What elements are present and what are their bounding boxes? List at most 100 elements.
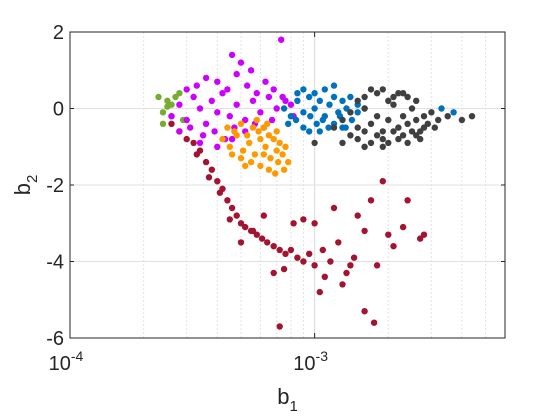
data-point [330, 82, 338, 89]
data-point [159, 120, 167, 128]
data-point [390, 93, 397, 101]
data-point [260, 151, 267, 158]
data-point [294, 254, 301, 261]
y-axis-label-subscript: 2 [24, 175, 41, 183]
data-point [176, 128, 183, 135]
data-point [279, 151, 286, 158]
data-point [270, 243, 277, 250]
data-point [339, 124, 346, 131]
data-point [282, 250, 289, 257]
data-point [339, 139, 346, 147]
data-point [176, 90, 183, 97]
data-point [431, 124, 438, 131]
data-point [253, 90, 260, 97]
data-point [361, 227, 368, 235]
data-point [244, 82, 251, 89]
data-point [373, 90, 381, 97]
data-point [404, 93, 411, 101]
data-point [319, 246, 326, 254]
data-point [287, 101, 295, 108]
data-point [390, 128, 397, 135]
data-point [361, 93, 368, 101]
data-point [413, 116, 420, 124]
data-point [224, 197, 231, 204]
data-point [330, 93, 338, 101]
data-point [325, 124, 332, 131]
data-point [216, 189, 224, 196]
data-point [307, 113, 314, 120]
data-point [187, 124, 194, 131]
data-point [202, 120, 210, 128]
data-point [208, 97, 215, 105]
data-point [468, 113, 476, 120]
data-point [242, 223, 249, 231]
data-point [367, 120, 375, 128]
data-point [311, 262, 318, 269]
data-point [183, 86, 190, 93]
data-point [399, 132, 407, 139]
data-point [316, 288, 323, 296]
data-point [164, 103, 171, 110]
data-point [257, 135, 264, 143]
data-point [264, 239, 271, 246]
data-point [370, 319, 378, 326]
data-point [211, 128, 218, 135]
x-axis-label: b1 [277, 384, 298, 415]
data-point [273, 147, 280, 154]
data-point [316, 97, 323, 105]
data-point [339, 116, 346, 124]
data-point [276, 323, 283, 330]
data-point [228, 204, 236, 212]
data-point [395, 135, 402, 143]
data-point [404, 197, 411, 204]
data-point [300, 124, 307, 131]
data-point [408, 128, 416, 135]
data-point [265, 93, 273, 101]
series-1 [168, 120, 428, 330]
data-point [385, 139, 392, 147]
data-point [385, 97, 392, 105]
data-point [354, 124, 361, 131]
data-point [354, 97, 361, 105]
data-point [202, 158, 210, 166]
data-point [249, 124, 257, 131]
data-point [417, 135, 424, 143]
data-point [354, 212, 361, 219]
y-tick-label: 0 [53, 99, 64, 121]
data-point [306, 128, 313, 135]
data-point [190, 139, 197, 147]
data-point [224, 86, 231, 93]
data-point [379, 86, 386, 93]
x-tick-label: 10-4 [49, 348, 84, 375]
x-axis-label-subscript: 1 [289, 398, 297, 415]
y-axis-label: b2 [10, 175, 41, 196]
data-point [268, 116, 276, 124]
data-point [354, 109, 361, 116]
series-4 [219, 116, 292, 177]
data-point [183, 135, 190, 143]
data-point [339, 281, 346, 288]
data-point [399, 90, 407, 97]
data-point [233, 101, 240, 108]
data-point [379, 178, 386, 185]
series-3 [168, 36, 297, 150]
data-point [354, 135, 361, 143]
y-tick-label: -4 [46, 252, 64, 274]
data-point [176, 101, 183, 108]
data-point [408, 105, 416, 112]
data-point [348, 116, 356, 124]
data-point [242, 162, 249, 170]
data-point [280, 105, 288, 112]
data-point [330, 204, 338, 212]
data-point [280, 166, 288, 173]
data-point [242, 116, 249, 124]
data-point [273, 105, 280, 112]
data-point [294, 90, 301, 97]
data-point [275, 158, 282, 166]
data-point [285, 120, 292, 128]
data-point [313, 120, 320, 128]
data-point [395, 90, 402, 97]
data-point [373, 262, 381, 269]
data-point [228, 151, 236, 158]
data-point [193, 151, 200, 158]
